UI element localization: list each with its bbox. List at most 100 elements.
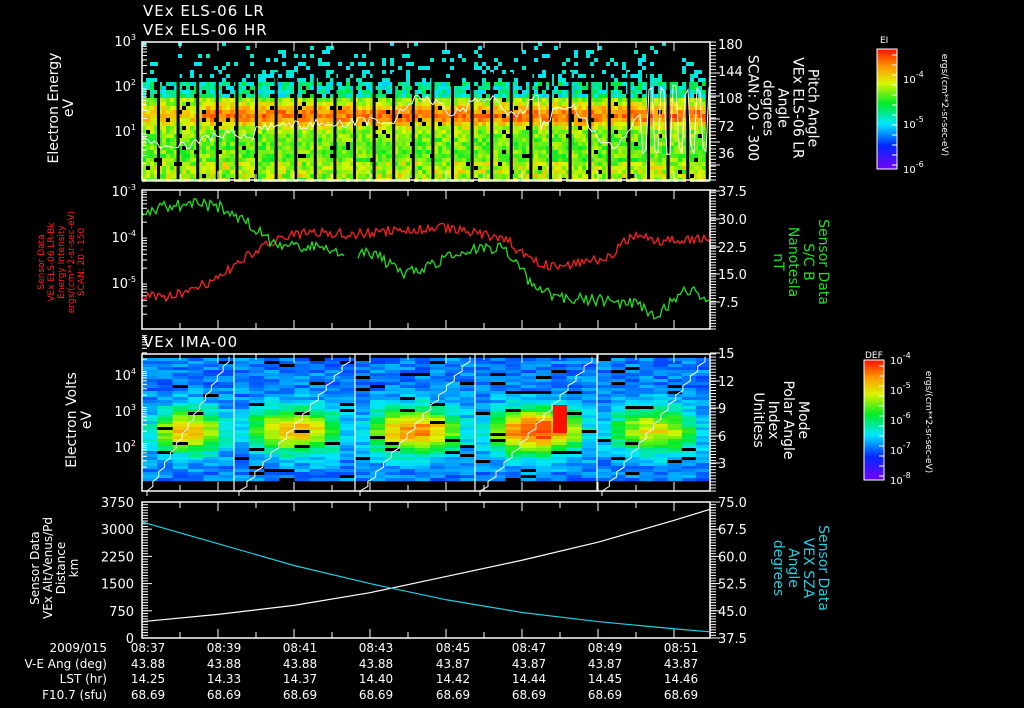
polar-angle-staircase (146, 356, 230, 496)
y2-tick-label: 12 (718, 375, 735, 390)
ylabel-line: km (67, 558, 81, 578)
ima-spectrogram (142, 354, 711, 496)
energy-intensity-line (141, 222, 711, 303)
svg-text:10-4: 10-4 (903, 70, 924, 86)
y2label-line: nT (770, 253, 786, 271)
x-row-value: 08:43 (358, 641, 394, 655)
svg-text:10-5: 10-5 (903, 115, 924, 131)
panel3-title: VEx IMA-00 (143, 333, 239, 351)
y2label-line: Nanotesla (785, 226, 801, 298)
x-row-value: 43.88 (130, 656, 166, 671)
svg-text:102: 102 (114, 78, 136, 95)
y2-tick-label: 75.0 (718, 496, 747, 511)
y2-tick-label: 15.0 (718, 268, 747, 283)
y2-tick-label: 22.5 (718, 241, 747, 256)
y2label-line: VEX SZA (800, 537, 816, 599)
polar-angle-staircase (238, 356, 351, 496)
svg-text:103: 103 (114, 33, 136, 50)
tick-label: 10-6 (903, 160, 924, 176)
svg-text:10-5: 10-5 (111, 275, 136, 292)
y-tick-label: 1500 (101, 578, 134, 593)
svg-text:10-6: 10-6 (890, 411, 911, 427)
y2-tick-label: 108 (718, 92, 743, 107)
y2label-line: Sensor Data (815, 525, 831, 611)
x-row-value: 43.87 (587, 656, 623, 671)
ylabel-line: Sensor Data (37, 234, 47, 290)
panel1-yunit: eV (61, 98, 77, 118)
y2label-line: degrees (770, 539, 786, 597)
svg-text:10-4: 10-4 (890, 351, 911, 367)
y2-tick-label: 37.5 (718, 185, 747, 200)
y2label-line: Angle (785, 548, 801, 588)
x-row-value: 14.40 (358, 672, 394, 686)
panel3-ylabel: Electron Volts eV (64, 372, 95, 468)
x-row-value: 08:45 (435, 641, 471, 655)
y2label-line: S/C B (800, 243, 816, 281)
sza-line (141, 521, 711, 633)
x-row-value: 08:37 (130, 641, 166, 655)
x-row-value: 68.69 (358, 687, 394, 702)
y2-tick-label: 60.0 (718, 550, 747, 565)
panel3-ylabel-text: Electron Volts (64, 372, 80, 468)
ylabel-line: ergs/(cm**2-sr-sec-eV) (67, 210, 77, 314)
x-row-value: 68.69 (130, 687, 166, 702)
x-row-value: 14.37 (282, 672, 318, 686)
y2label-line: Unitless (750, 392, 766, 448)
panel3-frame (141, 353, 711, 492)
panel3-y2label: Mode Polar Angle Index Unitless (750, 380, 811, 459)
y-tick-label: 750 (109, 605, 134, 620)
tick-label: 10-4 (903, 70, 924, 86)
x-row-label: F10.7 (sfu) (42, 687, 107, 702)
svg-text:10-4: 10-4 (111, 229, 136, 246)
x-row-value: 14.33 (206, 672, 242, 686)
colorbar2-label: DEF (865, 351, 883, 361)
tick-label: 10-7 (890, 441, 911, 457)
panel1-title-lr: VEx ELS-06 LR (143, 2, 265, 20)
panel4-frame (141, 501, 711, 639)
ylabel-line: VEx ELS-06 LR-Bk (47, 222, 57, 302)
magnetic-field-line (357, 242, 711, 320)
panel4-y2label: Sensor Data VEX SZA Angle degrees (770, 525, 831, 611)
y2-tick-label: 180 (718, 38, 743, 53)
ylabel-line: SCAN: 20 - 150 (77, 227, 87, 297)
y2-tick-label: 30.0 (718, 213, 747, 228)
y2-tick-label: 9 (718, 402, 726, 417)
x-row-value: 68.69 (206, 687, 242, 702)
y-tick-label: 3750 (101, 496, 134, 511)
colorbar-ei (876, 48, 898, 170)
y2-tick-label: 7.5 (718, 296, 739, 311)
tick-label: 104 (114, 367, 136, 384)
svg-text:10-3: 10-3 (111, 183, 136, 200)
polar-angle-staircase (359, 356, 471, 496)
y2label-line: Mode (795, 400, 811, 440)
svg-text:10-7: 10-7 (890, 441, 911, 457)
x-row-value: 08:47 (511, 641, 547, 655)
x-row-value: 68.69 (435, 687, 471, 702)
panel1-ylabel-text: Electron Energy (46, 52, 62, 164)
x-row-value: 68.69 (587, 687, 623, 702)
tick-label: 10-5 (903, 115, 924, 131)
y2-tick-label: 144 (718, 65, 743, 80)
y2-tick-label: 45.0 (718, 605, 747, 620)
y2-tick-label: 52.5 (718, 578, 747, 593)
ylabel-line: Energy Intensity (57, 225, 67, 299)
tick-label: 10-5 (111, 275, 136, 292)
tick-label: 10-4 (890, 351, 911, 367)
y2label-line: Index (765, 400, 781, 440)
tick-label: 10-6 (890, 411, 911, 427)
y2-tick-label: 72 (718, 120, 735, 135)
y2label-line: Sensor Data (815, 219, 831, 305)
panel1-ylabel: Electron Energy eV (46, 52, 77, 164)
svg-text:10-8: 10-8 (890, 471, 911, 487)
x-row-value: 08:51 (663, 641, 699, 655)
y-tick-label: 3000 (101, 523, 134, 538)
polar-angle-staircase (479, 356, 593, 496)
colorbar2-unit: ergs/(cm**2-sr-sec-eV) (923, 370, 933, 474)
x-row-value: 68.69 (663, 687, 699, 702)
x-row-value: 14.42 (435, 672, 471, 686)
y2label-line: VEx ELS-06 LR (789, 57, 806, 159)
x-row-label: V-E Ang (deg) (24, 656, 107, 671)
tick-label: 103 (114, 33, 136, 50)
y2label-line: Pitch Angle (804, 68, 821, 148)
x-row-value: 43.87 (511, 656, 547, 671)
